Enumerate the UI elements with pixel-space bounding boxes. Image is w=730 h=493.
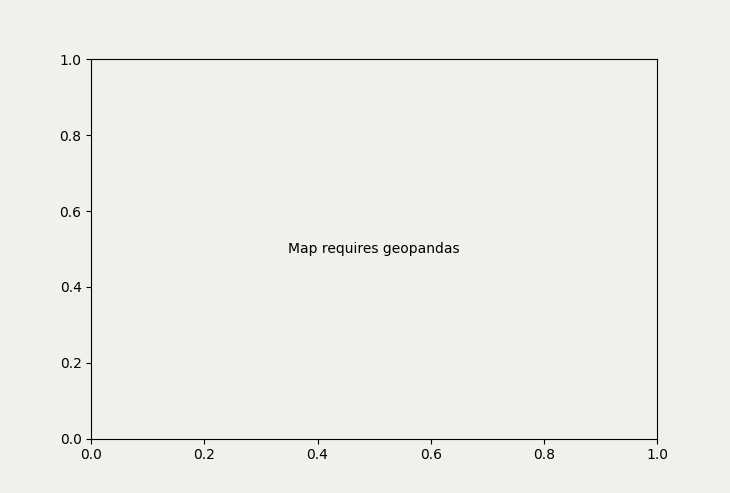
Text: Map requires geopandas: Map requires geopandas xyxy=(288,242,460,256)
